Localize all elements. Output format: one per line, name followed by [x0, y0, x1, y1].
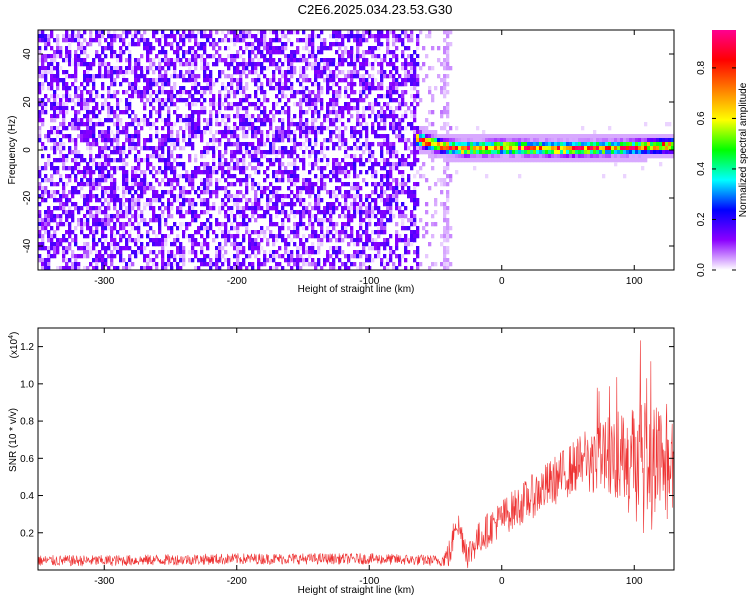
spectrogram-y-tick-label: 20	[22, 96, 33, 108]
snr-y-multiplier: (x104)	[8, 332, 20, 359]
snr-y-tick-label: 0.4	[20, 491, 34, 502]
colorbar-tick-label: 0.0	[696, 263, 707, 277]
spectrogram-y-ticks: -40 -20 0 20 40	[22, 48, 674, 253]
snr-x-tick-label: -200	[227, 576, 247, 587]
snr-y-tick-label: 0.6	[20, 454, 34, 465]
spectrogram-x-tick-label: 100	[626, 276, 643, 287]
spectrogram-x-tick-label: -200	[227, 276, 247, 287]
colorbar-tick-label: 0.8	[696, 61, 707, 75]
spectrogram-x-tick-label: 0	[499, 276, 505, 287]
spectrogram-y-label: Frequency (Hz)	[7, 116, 18, 185]
snr-y-tick-label: 1.0	[20, 379, 34, 390]
snr-y-tick-label: 1.2	[20, 342, 34, 353]
snr-y-tick-label: 0.8	[20, 417, 34, 428]
heatmap-cells	[38, 30, 674, 270]
colorbar-tick-label: 0.2	[696, 212, 707, 226]
snr-x-ticks: -300 -200 -100 0 100	[94, 328, 643, 587]
snr-x-label: Height of straight line (km)	[298, 585, 415, 596]
colorbar-tick-label: 0.4	[696, 162, 707, 176]
colorbar-ticks: 0.0 0.2 0.4 0.6 0.8	[696, 61, 736, 277]
spectrogram-x-label: Height of straight line (km)	[298, 284, 415, 295]
snr-x-tick-label: 0	[499, 576, 505, 587]
colorbar-tick-label: 0.6	[696, 111, 707, 125]
colorbar: 0.0 0.2 0.4 0.6 0.8 Normalized spectral ampl…	[696, 30, 749, 277]
spectrogram-y-tick-label: -20	[22, 190, 33, 205]
snr-x-tick-label: 100	[626, 576, 643, 587]
snr-x-tick-label: -300	[94, 576, 114, 587]
spectrogram-x-tick-label: -300	[94, 276, 114, 287]
spectrogram-x-ticks: -300 -200 -100 0 100	[94, 30, 643, 287]
snr-y-tick-label: 0.2	[20, 528, 34, 539]
snr-panel: 0.2 0.4 0.6 0.8 1.0 1.2 -300 -200 -100 0 100 Heig…	[8, 327, 675, 596]
spectrogram-y-tick-label: 40	[22, 48, 33, 60]
snr-y-label: SNR (10 * v/v)	[8, 408, 19, 472]
snr-y-ticks: 0.2 0.4 0.6 0.8 1.0 1.2	[20, 342, 674, 539]
snr-frame	[37, 327, 675, 571]
spectrogram-y-tick-label: -40	[22, 238, 33, 253]
colorbar-bar	[712, 30, 736, 270]
snr-x-tick-label: -100	[359, 576, 379, 587]
spectrogram-x-tick-label: -100	[359, 276, 379, 287]
colorbar-label: Normalized spectral amplitude	[738, 82, 749, 217]
chart-title: C2E6.2025.034.23.53.G30	[298, 2, 453, 17]
snr-series-line	[38, 340, 674, 569]
spectrogram-y-tick-label: 0	[22, 147, 33, 153]
